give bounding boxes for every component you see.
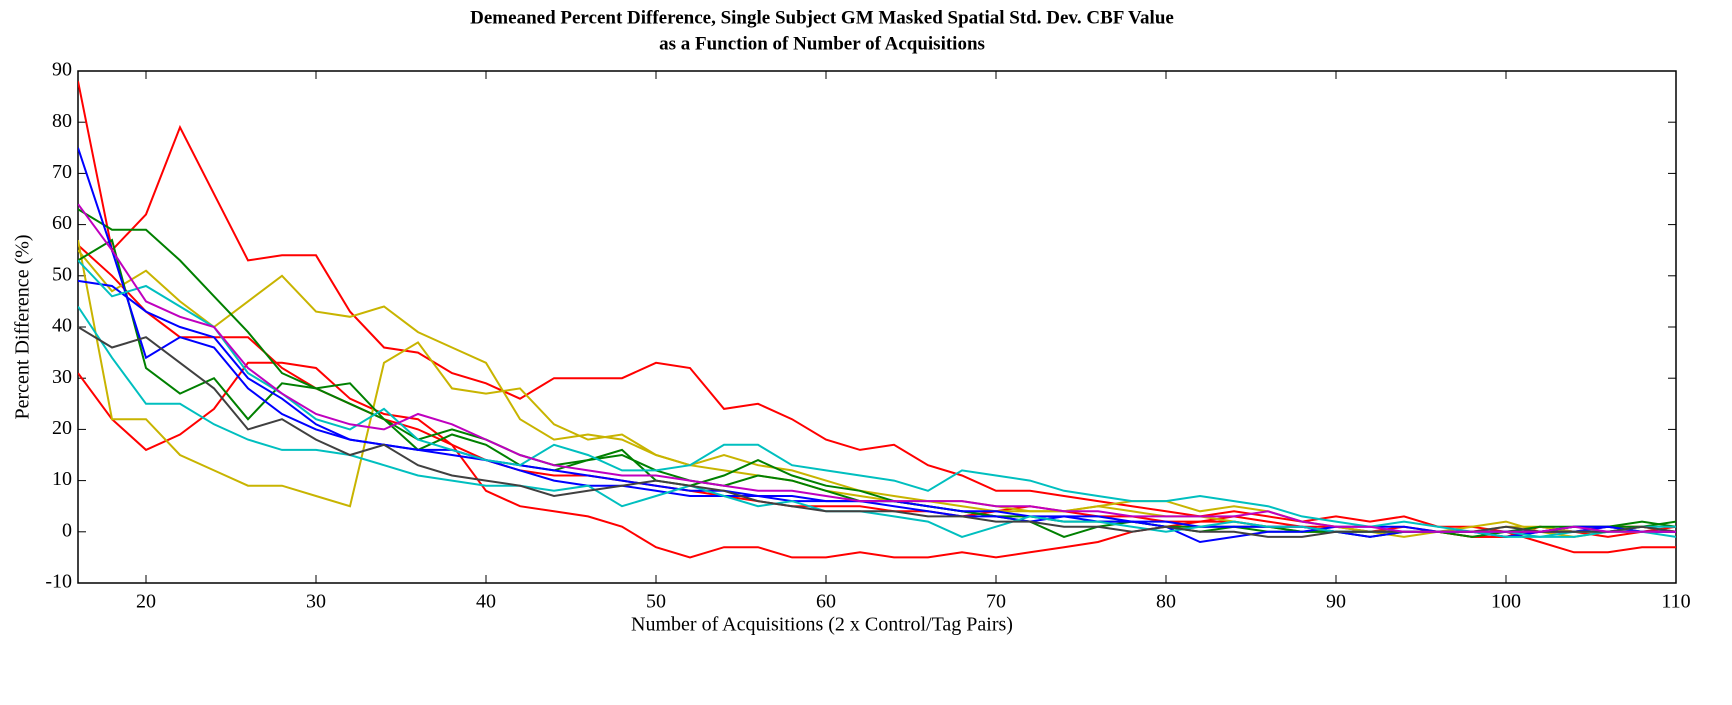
series-line — [78, 147, 1676, 544]
x-tick-label: 110 — [1661, 591, 1690, 613]
y-tick-label: 50 — [52, 263, 72, 285]
x-tick-label: 30 — [306, 591, 326, 613]
x-tick-label: 100 — [1491, 591, 1521, 613]
series-line — [78, 326, 1676, 538]
series-line — [78, 259, 1676, 538]
y-tick-label: 70 — [52, 161, 72, 183]
y-tick-label: 80 — [52, 110, 72, 132]
x-tick-label: 50 — [646, 591, 666, 613]
y-tick-label: 10 — [52, 468, 72, 490]
x-tick-label: 80 — [1156, 591, 1176, 613]
chart-subtitle: as a Function of Number of Acquisitions — [659, 33, 985, 54]
x-tick-label: 70 — [986, 591, 1006, 613]
y-axis-label: Percent Difference (%) — [12, 234, 34, 419]
y-tick-label: 60 — [52, 212, 72, 234]
y-tick-label: 20 — [52, 417, 72, 439]
series-line — [78, 249, 1676, 538]
series-line — [78, 238, 1676, 538]
chart-title: Demeaned Percent Difference, Single Subj… — [470, 7, 1174, 28]
y-tick-label: 90 — [52, 59, 72, 81]
x-tick-label: 40 — [476, 591, 496, 613]
y-tick-label: 30 — [52, 366, 72, 388]
y-tick-label: 0 — [62, 519, 72, 541]
series-line — [78, 81, 1676, 554]
series-line — [78, 305, 1676, 538]
x-tick-label: 60 — [816, 591, 836, 613]
x-axis-label: Number of Acquisitions (2 x Control/Tag … — [631, 614, 1013, 636]
series-line — [78, 203, 1676, 533]
y-tick-label: -10 — [45, 571, 72, 593]
x-tick-label: 20 — [136, 591, 156, 613]
x-tick-label: 90 — [1326, 591, 1346, 613]
series-line — [78, 361, 1676, 559]
plot-frame — [77, 70, 1677, 584]
y-tick-label: 40 — [52, 315, 72, 337]
